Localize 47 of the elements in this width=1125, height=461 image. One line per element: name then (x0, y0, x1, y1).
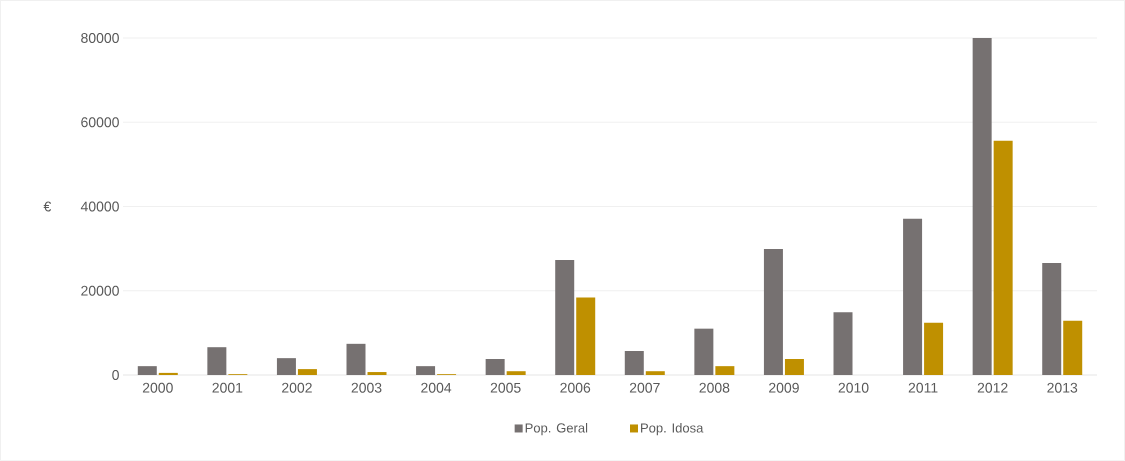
bar (506, 371, 526, 375)
x-tick-label: 2013 (1047, 382, 1078, 393)
bar (555, 260, 575, 375)
bar (694, 328, 714, 375)
bar (1042, 262, 1062, 375)
x-tick-label: 2009 (769, 382, 799, 393)
bar (972, 38, 992, 375)
x-tick-label: 2004 (421, 382, 452, 393)
bar (576, 297, 596, 375)
bar (207, 347, 227, 375)
bar (485, 358, 505, 375)
bar (833, 312, 853, 375)
x-tick-label: 2003 (351, 382, 382, 393)
bar (158, 372, 178, 375)
y-tick-label: 0 (112, 370, 119, 380)
bar (367, 372, 387, 375)
bar (416, 366, 436, 375)
x-tick-label: 2008 (699, 382, 730, 393)
x-tick-label: 2011 (908, 382, 938, 393)
bar (784, 358, 804, 375)
bar (763, 249, 783, 375)
bar (924, 322, 944, 375)
y-tick-label: 40000 (80, 201, 119, 212)
y-tick-label: 60000 (81, 117, 119, 128)
bar (297, 369, 317, 375)
x-tick-label: 2005 (490, 382, 521, 393)
bar (645, 371, 665, 375)
x-tick-label: 2002 (282, 382, 312, 393)
bar (346, 343, 366, 375)
legend-label: Pop. Idosa (641, 423, 704, 436)
x-tick-label: 2007 (629, 382, 660, 393)
bar (993, 140, 1013, 375)
x-tick-label: 2012 (977, 382, 1008, 393)
x-tick-label: 2010 (838, 382, 869, 393)
x-tick-label: 2000 (142, 382, 173, 393)
legend-label: Pop. Geral (525, 423, 588, 436)
x-tick-label: 2001 (212, 382, 243, 393)
y-tick-label: 20000 (81, 285, 119, 296)
bar (624, 350, 644, 375)
bar (715, 366, 735, 375)
x-tick-label: 2006 (560, 382, 591, 393)
y-tick-label: 80000 (81, 33, 119, 43)
bar (903, 218, 923, 375)
bar (276, 358, 296, 375)
bar (1063, 320, 1083, 375)
bar (137, 366, 157, 375)
y-axis-title: € (43, 201, 52, 212)
